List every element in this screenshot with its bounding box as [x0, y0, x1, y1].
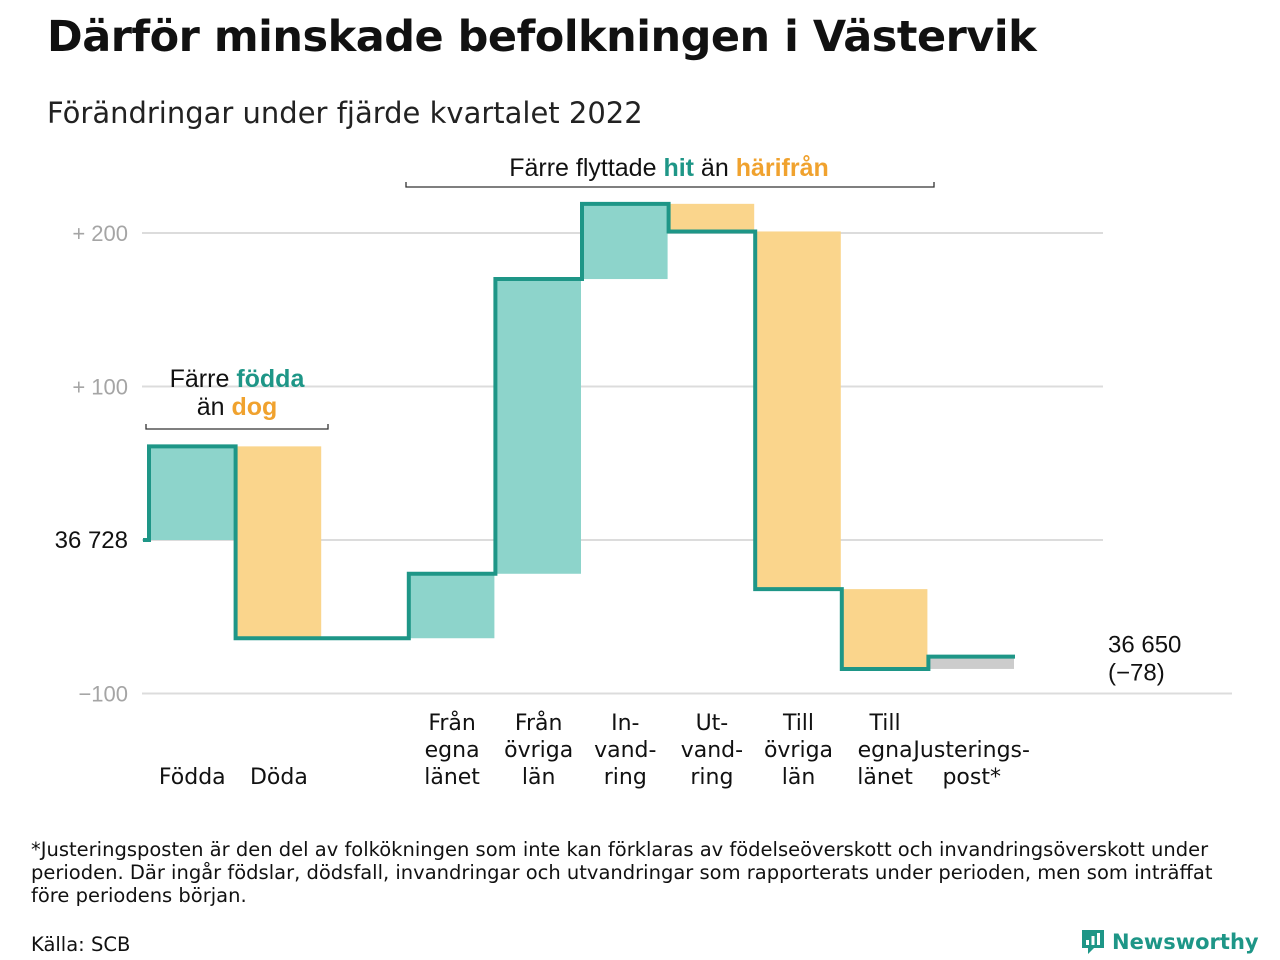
- births-deaths-annotation-line2: än dog: [197, 393, 278, 421]
- category-label: egna: [425, 738, 480, 763]
- category-label: län: [522, 765, 556, 790]
- category-label: post*: [942, 765, 1001, 790]
- start-value-label: 36 728: [55, 527, 128, 554]
- footnote: *Justeringsposten är den del av folkökni…: [31, 838, 1213, 907]
- annotation-span: dog: [231, 393, 277, 421]
- waterfall-bar: [150, 446, 235, 540]
- waterfall-bar: [842, 589, 928, 669]
- y-tick-label: + 100: [72, 375, 128, 400]
- category-label: ring: [690, 765, 733, 790]
- annotation-span: Färre: [170, 365, 237, 393]
- end-value-label: 36 650: [1108, 632, 1181, 659]
- category-label: Födda: [159, 765, 226, 790]
- category-label: egna: [858, 738, 913, 763]
- waterfall-bar: [409, 573, 495, 639]
- category-label: länet: [857, 765, 913, 790]
- brand-logo: Newsworthy: [1080, 928, 1259, 956]
- end-change-label: (−78): [1108, 660, 1165, 687]
- category-label: länet: [424, 765, 480, 790]
- category-label: Till: [869, 711, 901, 736]
- category-label: Justerings-: [911, 738, 1030, 763]
- category-label: län: [782, 765, 816, 790]
- migration-annotation: Färre flyttade hit än härifrån: [509, 154, 829, 182]
- waterfall-bar: [583, 203, 668, 280]
- category-label: Döda: [250, 765, 308, 790]
- annotation-span: än: [694, 154, 736, 182]
- category-label: Från: [428, 710, 476, 736]
- y-tick-label: −100: [78, 682, 128, 707]
- category-label: övriga: [504, 738, 573, 763]
- births-deaths-annotation: Färre födda: [170, 365, 306, 393]
- annotation-span: Färre flyttade: [509, 154, 663, 182]
- category-label: ring: [604, 765, 647, 790]
- y-tick-label: + 200: [72, 221, 128, 246]
- category-label: vand-: [594, 738, 656, 763]
- category-label: Från: [515, 710, 563, 736]
- cumulative-step-line: [143, 201, 1015, 671]
- waterfall-bar: [496, 279, 581, 574]
- category-label: Ut-: [696, 711, 729, 736]
- waterfall-bar: [929, 656, 1014, 669]
- annotation-span: än: [197, 393, 232, 421]
- category-label: Till: [782, 711, 814, 736]
- waterfall-bar: [756, 231, 841, 590]
- annotation-bracket: [405, 182, 935, 188]
- source-label: Källa: SCB: [31, 933, 131, 956]
- annotation-span: härifrån: [736, 154, 829, 182]
- chart-subtitle: Förändringar under fjärde kvartalet 2022: [47, 96, 643, 130]
- category-label: In-: [611, 711, 639, 736]
- category-label: vand-: [681, 738, 743, 763]
- waterfall-bar: [669, 203, 755, 232]
- brand-name: Newsworthy: [1112, 930, 1259, 954]
- newsworthy-icon: [1082, 930, 1104, 954]
- waterfall-bar: [236, 446, 322, 639]
- annotation-span: hit: [663, 154, 694, 182]
- annotation-span: födda: [236, 365, 305, 393]
- chart-title: Därför minskade befolkningen i Västervik: [47, 12, 1037, 62]
- annotation-bracket: [145, 424, 329, 430]
- category-label: övriga: [764, 738, 833, 763]
